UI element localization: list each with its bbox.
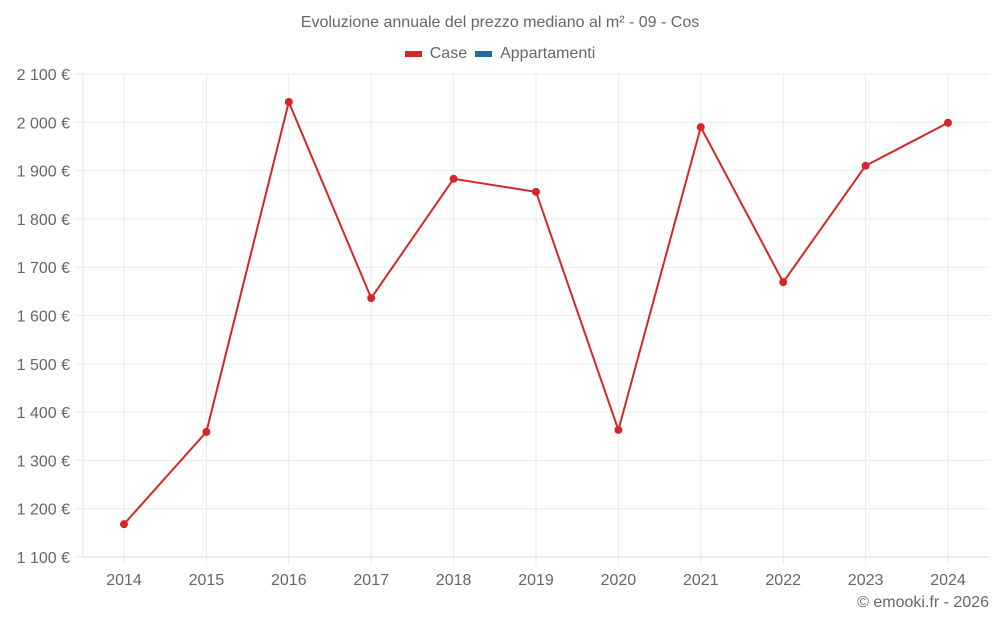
gridlines <box>75 73 990 565</box>
axes <box>82 74 990 558</box>
y-tick-label: 2 000 € <box>17 115 70 132</box>
legend-label-appartamenti: Appartamenti <box>500 45 596 62</box>
y-axis-ticks: 1 100 € 1 200 € 1 300 € 1 400 € 1 500 € 1 600… <box>17 67 70 567</box>
x-tick-label: 2021 <box>683 572 719 589</box>
legend-swatch-case <box>404 51 422 57</box>
x-tick-label: 2022 <box>765 572 801 589</box>
y-tick-label: 1 800 € <box>17 212 70 229</box>
legend-item-appartamenti[interactable]: Appartamenti <box>475 45 595 63</box>
y-tick-label: 1 100 € <box>17 550 70 567</box>
data-point[interactable] <box>944 118 952 127</box>
data-point[interactable] <box>367 294 376 303</box>
x-tick-label: 2014 <box>106 572 142 589</box>
x-tick-label: 2019 <box>518 572 554 589</box>
legend-label-case: Case <box>429 45 468 62</box>
series-case <box>120 98 952 529</box>
data-point[interactable] <box>696 123 705 132</box>
y-tick-label: 1 300 € <box>17 453 70 470</box>
data-point[interactable] <box>120 520 128 529</box>
x-tick-label: 2015 <box>189 572 225 589</box>
legend-item-case[interactable]: Case <box>404 45 468 63</box>
y-tick-label: 1 700 € <box>17 260 70 277</box>
x-tick-label: 2018 <box>436 572 472 589</box>
y-tick-label: 1 900 € <box>17 164 70 181</box>
copyright-footer: © emooki.fr - 2026 <box>857 594 989 611</box>
chart-title: Evoluzione annuale del prezzo mediano al… <box>300 14 700 31</box>
y-tick-label: 1 400 € <box>17 405 70 422</box>
x-axis-ticks: 2014 2015 2016 2017 2018 2019 2020 2021 2022 2023… <box>106 572 966 589</box>
legend-swatch-appartamenti <box>475 51 493 57</box>
data-point[interactable] <box>779 278 788 287</box>
x-tick-label: 2020 <box>601 572 637 589</box>
x-tick-label: 2016 <box>271 572 307 589</box>
legend: Case Appartamenti <box>0 45 1000 63</box>
data-point[interactable] <box>614 425 623 434</box>
data-point[interactable] <box>532 187 540 196</box>
data-point[interactable] <box>449 174 458 183</box>
data-point[interactable] <box>284 98 293 107</box>
x-tick-label: 2024 <box>930 572 966 589</box>
x-tick-label: 2023 <box>848 572 884 589</box>
y-tick-label: 1 200 € <box>17 502 70 519</box>
y-tick-label: 2 100 € <box>17 67 70 84</box>
data-point[interactable] <box>861 161 870 170</box>
data-point[interactable] <box>202 427 211 436</box>
y-tick-label: 1 600 € <box>17 309 70 326</box>
x-tick-label: 2017 <box>353 572 389 589</box>
y-tick-label: 1 500 € <box>17 357 70 374</box>
